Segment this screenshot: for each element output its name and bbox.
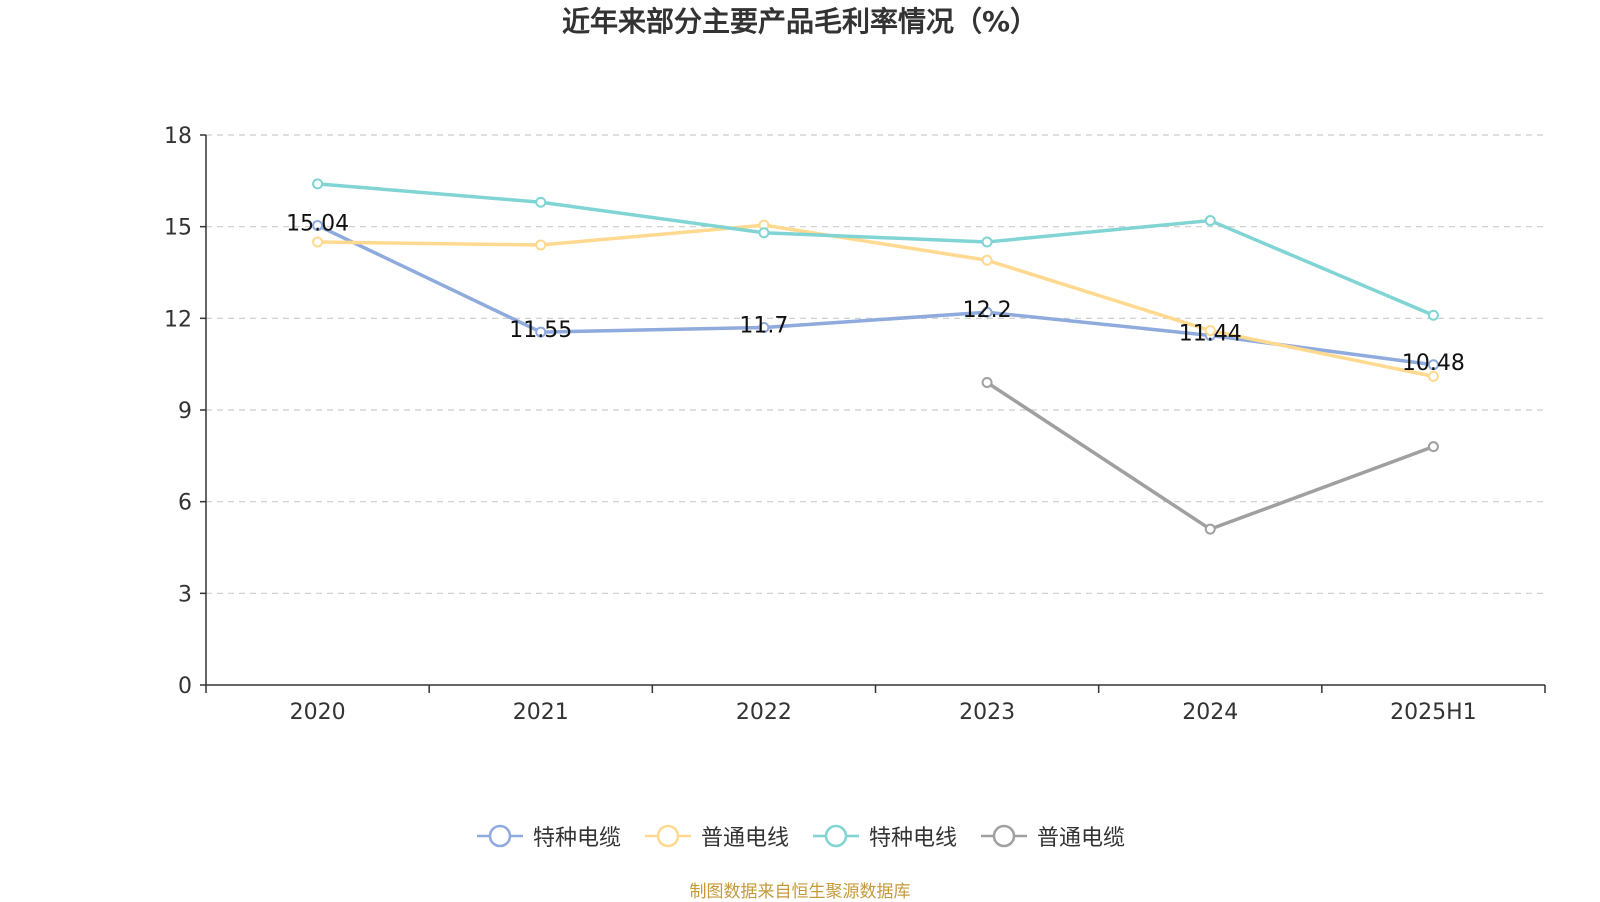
- legend-item[interactable]: 普通电缆: [979, 820, 1125, 852]
- data-point: [758, 322, 770, 333]
- legend-item[interactable]: 特种电线: [811, 820, 957, 852]
- grid-lines: [206, 134, 1545, 594]
- y-tick-label: 18: [164, 124, 192, 149]
- data-label: 10.48: [1402, 351, 1465, 376]
- data-point: [981, 236, 993, 248]
- data-point: [981, 306, 993, 318]
- x-tick-label: 2025H1: [1390, 700, 1477, 725]
- data-label: 15.04: [286, 211, 349, 236]
- legend-label: 普通电缆: [1037, 826, 1126, 851]
- series-lines: [312, 178, 1439, 535]
- legend-line-circle-icon: [813, 824, 859, 848]
- x-tick-label: 2024: [1182, 700, 1238, 725]
- data-point: [1427, 309, 1439, 321]
- legend-item[interactable]: 特种电缆: [475, 820, 621, 852]
- data-point: [535, 196, 547, 208]
- line-chart: 0 3 6 9 12 15 18 2020 2021 2022 2023 2024 2025H1 15.…: [164, 124, 1546, 725]
- y-tick-label: 0: [178, 674, 192, 699]
- legend-label: 特种电线: [869, 826, 958, 851]
- x-tick-label: 2023: [959, 700, 1015, 725]
- series-line-0: [316, 223, 1434, 367]
- legend-line-circle-icon: [981, 824, 1028, 848]
- data-point: [312, 236, 324, 248]
- data-point: [535, 239, 547, 251]
- data-point: [1204, 523, 1216, 535]
- legend: 特种电缆 普通电线 特种电线 普通电缆: [0, 820, 1600, 852]
- legend-label: 特种电缆: [532, 826, 621, 851]
- legend-line-circle-icon: [644, 824, 691, 848]
- chart-title: 近年来部分主要产品毛利率情况（%）: [561, 5, 1039, 38]
- data-point: [1204, 325, 1216, 337]
- legend-line-circle-icon: [476, 824, 523, 848]
- series-line-3: [986, 381, 1435, 531]
- legend-item[interactable]: 普通电线: [643, 820, 789, 852]
- data-labels: 15.04 11.55 11.7 12.2 11.44 10.48: [286, 211, 1465, 375]
- x-tick-label: 2022: [736, 700, 792, 725]
- x-tick-label: 2021: [513, 700, 569, 725]
- data-point: [1427, 441, 1439, 453]
- y-tick-label: 15: [164, 216, 192, 241]
- data-label: 12.2: [963, 298, 1012, 323]
- x-tick-label: 2020: [290, 700, 346, 725]
- axes: 0 3 6 9 12 15 18 2020 2021 2022 2023 2024 2025H1: [164, 124, 1546, 725]
- y-tick-label: 3: [178, 582, 192, 607]
- data-point: [312, 219, 324, 231]
- data-label: 11.7: [739, 314, 788, 339]
- source-note: 制图数据来自恒生聚源数据库: [689, 882, 911, 902]
- y-tick-label: 9: [178, 399, 192, 424]
- data-point: [1427, 359, 1439, 371]
- series-line-2: [317, 182, 1435, 317]
- data-point: [312, 178, 324, 190]
- y-tick-label: 6: [178, 491, 192, 516]
- series-line-1: [317, 223, 1434, 379]
- y-tick-label: 12: [164, 307, 192, 332]
- data-label: 11.44: [1179, 321, 1242, 346]
- data-point: [1204, 215, 1216, 227]
- data-point: [758, 227, 770, 239]
- data-point: [535, 326, 547, 338]
- data-point: [981, 377, 993, 388]
- legend-label: 普通电线: [700, 826, 789, 851]
- data-label: 11.55: [509, 318, 572, 343]
- data-point: [981, 254, 993, 266]
- data-point: [1427, 370, 1439, 382]
